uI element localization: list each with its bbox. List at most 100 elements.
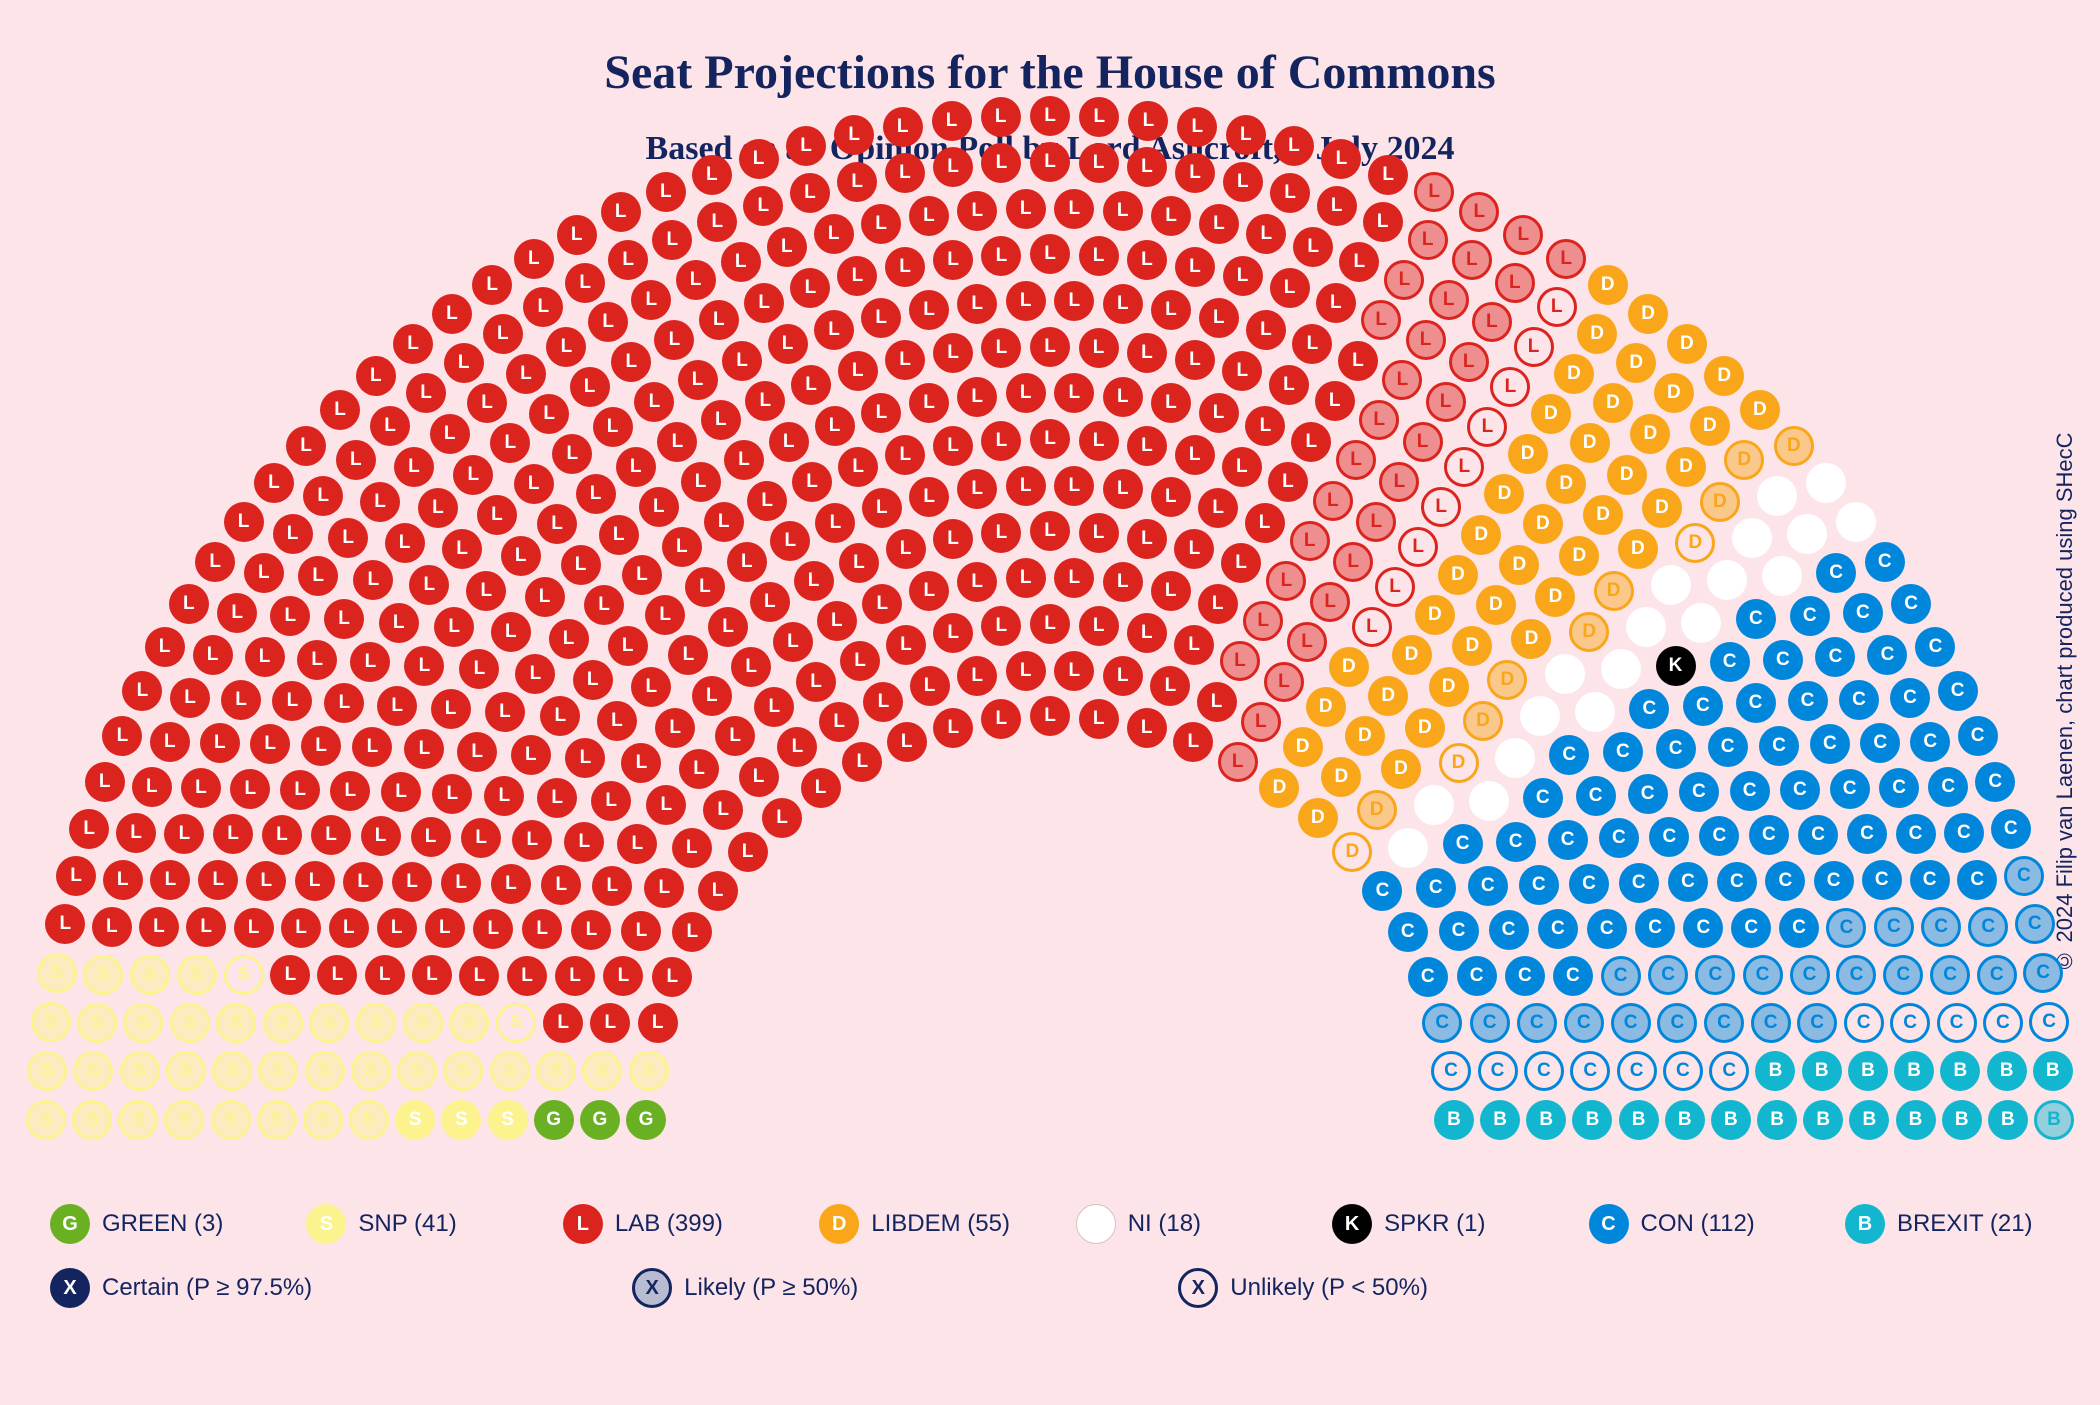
seat: L — [1054, 558, 1094, 598]
seat: C — [1538, 909, 1578, 949]
seat: C — [1958, 716, 1998, 756]
seat: L — [352, 727, 392, 767]
seat: L — [1472, 302, 1512, 342]
seat: L — [356, 356, 396, 396]
seat: L — [1444, 447, 1484, 487]
seat: L — [1199, 393, 1239, 433]
seat: D — [1616, 343, 1656, 383]
seat: L — [1030, 96, 1070, 136]
seat: L — [593, 407, 633, 447]
seat: L — [1368, 155, 1408, 195]
seat: C — [1603, 732, 1643, 772]
seat — [1469, 781, 1509, 821]
seat: L — [213, 814, 253, 854]
seat: L — [621, 911, 661, 951]
legend-label: CON (112) — [1641, 1210, 1755, 1238]
seat: S — [216, 1003, 256, 1043]
seat: L — [1384, 260, 1424, 300]
seat: D — [1429, 667, 1469, 707]
seat: C — [1883, 955, 1923, 995]
seat: L — [1414, 172, 1454, 212]
seat: L — [863, 682, 903, 722]
seat: L — [698, 871, 738, 911]
seat: L — [815, 503, 855, 543]
seat: L — [692, 155, 732, 195]
seat: L — [790, 268, 830, 308]
seat: L — [1467, 407, 1507, 447]
seat: L — [453, 455, 493, 495]
seat: L — [909, 196, 949, 236]
seat: L — [646, 785, 686, 825]
seat: L — [1221, 543, 1261, 583]
legend-parties: GGREEN (3)SSNP (41)LLAB (399)DLIBDEM (55… — [50, 1204, 2050, 1244]
seat: L — [1316, 283, 1356, 323]
seat: K — [1656, 646, 1696, 686]
seat: C — [1930, 955, 1970, 995]
seat: L — [444, 343, 484, 383]
seat: L — [1223, 162, 1263, 202]
seat: L — [145, 627, 185, 667]
seat: S — [582, 1051, 622, 1091]
seat: D — [1357, 790, 1397, 830]
seat: S — [27, 1051, 67, 1091]
seat: C — [1968, 907, 2008, 947]
seat: L — [254, 463, 294, 503]
seat: L — [317, 955, 357, 995]
seat: L — [353, 560, 393, 600]
seat: L — [885, 435, 925, 475]
seat: L — [1006, 189, 1046, 229]
seat: L — [861, 204, 901, 244]
seat: C — [1683, 686, 1723, 726]
seat: L — [1426, 382, 1466, 422]
seat: C — [1975, 762, 2015, 802]
seat: L — [217, 593, 257, 633]
seat: C — [1523, 778, 1563, 818]
seat: B — [1711, 1100, 1751, 1140]
seat: D — [1463, 701, 1503, 741]
seat: L — [298, 556, 338, 596]
seat: L — [715, 716, 755, 756]
seat: L — [1030, 234, 1070, 274]
seat: L — [603, 956, 643, 996]
seat: L — [815, 406, 855, 446]
legend-label: NI (18) — [1128, 1210, 1201, 1238]
seat: L — [840, 641, 880, 681]
seat: L — [1006, 281, 1046, 321]
seat: C — [1977, 955, 2017, 995]
seat: L — [1226, 115, 1266, 155]
seat: D — [1594, 571, 1634, 611]
legend-item: NI (18) — [1076, 1204, 1281, 1244]
seat: D — [1704, 356, 1744, 396]
seat: L — [393, 324, 433, 364]
seat: L — [1030, 327, 1070, 367]
seat: L — [745, 381, 785, 421]
seat: C — [1731, 908, 1771, 948]
seat: L — [1363, 202, 1403, 242]
seat: C — [1937, 1003, 1977, 1043]
seat: L — [727, 542, 767, 582]
seat: L — [728, 832, 768, 872]
seat: L — [404, 729, 444, 769]
seat: L — [1218, 742, 1258, 782]
seat: L — [786, 126, 826, 166]
seat: L — [1490, 367, 1530, 407]
legend-prob-item: XLikely (P ≥ 50%) — [632, 1268, 858, 1308]
seat: L — [1054, 373, 1094, 413]
seat: C — [1519, 865, 1559, 905]
seat: L — [1243, 601, 1283, 641]
legend-prob-dot: X — [1178, 1268, 1218, 1308]
legend-label: GREEN (3) — [102, 1210, 223, 1238]
seat: C — [1549, 735, 1589, 775]
seat — [1806, 463, 1846, 503]
seat: L — [411, 817, 451, 857]
seat: L — [886, 625, 926, 665]
seat: L — [1270, 268, 1310, 308]
seat: C — [1388, 912, 1428, 952]
seat: L — [1222, 447, 1262, 487]
seat: L — [981, 97, 1021, 137]
seat: L — [361, 816, 401, 856]
seat: L — [336, 440, 376, 480]
seat: L — [360, 482, 400, 522]
seat: S — [395, 1100, 435, 1140]
seat: L — [1321, 139, 1361, 179]
